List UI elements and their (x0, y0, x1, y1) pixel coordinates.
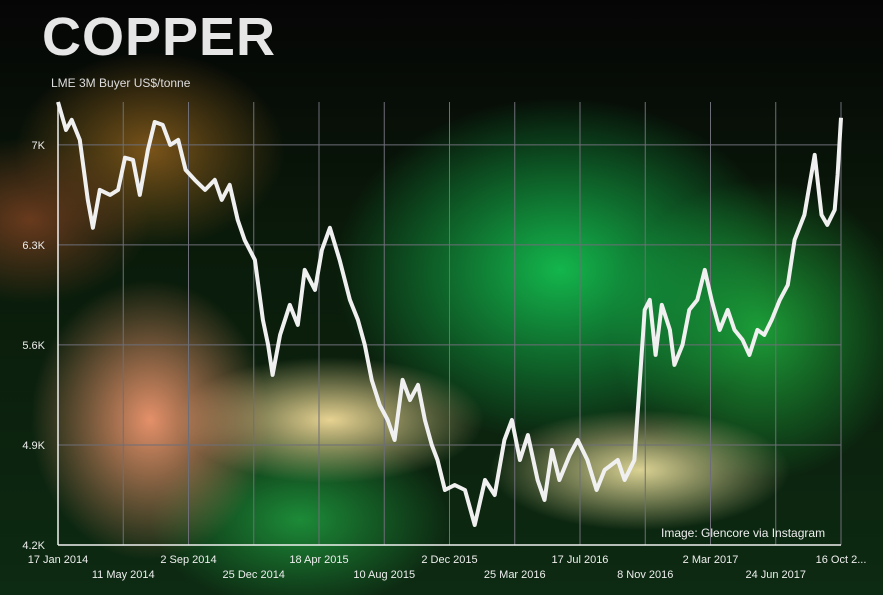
chart-subtitle: LME 3M Buyer US$/tonne (51, 76, 191, 90)
y-tick-label: 7K (32, 140, 46, 152)
y-tick-label: 6.3K (22, 240, 45, 252)
x-tick-label: 2 Dec 2015 (421, 554, 477, 566)
chart-title: COPPER (42, 7, 277, 67)
x-tick-label: 17 Jan 2014 (28, 554, 89, 566)
x-tick-label: 2 Mar 2017 (683, 554, 739, 566)
x-tick-label: 10 Aug 2015 (353, 569, 415, 581)
y-tick-label: 5.6K (22, 340, 45, 352)
x-tick-label: 17 Jul 2016 (552, 554, 609, 566)
y-tick-label: 4.9K (22, 440, 45, 452)
x-tick-label: 18 Apr 2015 (289, 554, 348, 566)
x-tick-label: 2 Sep 2014 (160, 554, 216, 566)
x-tick-label: 24 Jun 2017 (745, 569, 806, 581)
price-line (56, 101, 843, 527)
x-tick-label: 8 Nov 2016 (617, 569, 673, 581)
x-tick-label: 11 May 2014 (92, 569, 155, 581)
x-tick-label: 25 Mar 2016 (484, 569, 546, 581)
x-tick-label: 16 Oct 2... (816, 554, 867, 566)
y-tick-label: 4.2K (22, 540, 45, 552)
x-tick-label: 25 Dec 2014 (223, 569, 285, 581)
image-credit: Image: Glencore via Instagram (661, 526, 826, 540)
